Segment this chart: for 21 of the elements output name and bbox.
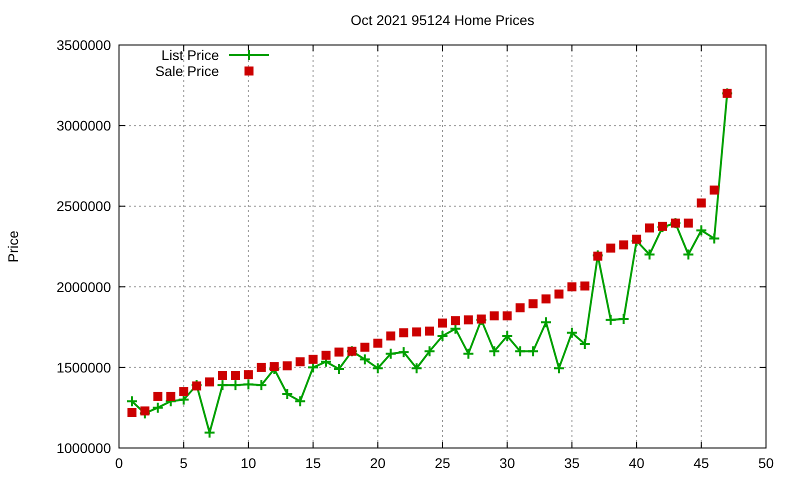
legend-label: Sale Price xyxy=(155,63,220,79)
x-tick-label: 40 xyxy=(628,455,645,471)
x-tick-label: 5 xyxy=(180,455,188,471)
legend-label: List Price xyxy=(161,47,220,63)
x-tick-label: 15 xyxy=(305,455,322,471)
y-tick-label: 3000000 xyxy=(56,118,112,134)
x-tick-label: 10 xyxy=(240,455,256,471)
y-axis-title: Price xyxy=(5,230,21,262)
y-tick-label: 3500000 xyxy=(56,37,112,53)
y-tick-label: 1500000 xyxy=(56,359,112,376)
y-tick-label: 1000000 xyxy=(56,440,112,456)
x-tick-label: 45 xyxy=(694,455,710,471)
x-tick-label: 0 xyxy=(115,455,124,471)
y-tick-label: 2500000 xyxy=(56,198,112,214)
x-tick-label: 20 xyxy=(370,455,386,471)
chart-title: Oct 2021 95124 Home Prices xyxy=(350,12,534,28)
x-tick-label: 30 xyxy=(499,455,516,471)
x-tick-label: 35 xyxy=(564,455,580,471)
y-tick-label: 2000000 xyxy=(56,278,112,295)
x-tick-label: 50 xyxy=(758,455,774,471)
x-tick-label: 25 xyxy=(434,455,450,471)
